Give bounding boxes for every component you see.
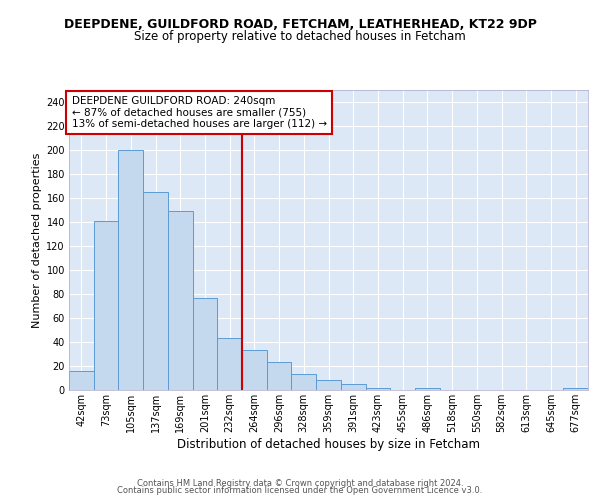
Bar <box>365 388 390 390</box>
Bar <box>415 388 440 390</box>
Bar <box>168 211 193 390</box>
Bar <box>267 362 292 390</box>
Bar <box>242 350 267 390</box>
Bar <box>563 388 588 390</box>
Bar <box>292 374 316 390</box>
Bar <box>316 380 341 390</box>
Text: DEEPDENE GUILDFORD ROAD: 240sqm
← 87% of detached houses are smaller (755)
13% o: DEEPDENE GUILDFORD ROAD: 240sqm ← 87% of… <box>71 96 327 129</box>
Text: Contains HM Land Registry data © Crown copyright and database right 2024.: Contains HM Land Registry data © Crown c… <box>137 478 463 488</box>
Bar <box>143 192 168 390</box>
Text: DEEPDENE, GUILDFORD ROAD, FETCHAM, LEATHERHEAD, KT22 9DP: DEEPDENE, GUILDFORD ROAD, FETCHAM, LEATH… <box>64 18 536 30</box>
Bar <box>118 150 143 390</box>
Bar <box>94 221 118 390</box>
Bar <box>69 371 94 390</box>
Text: Contains public sector information licensed under the Open Government Licence v3: Contains public sector information licen… <box>118 486 482 495</box>
Y-axis label: Number of detached properties: Number of detached properties <box>32 152 42 328</box>
Text: Size of property relative to detached houses in Fetcham: Size of property relative to detached ho… <box>134 30 466 43</box>
Bar <box>217 338 242 390</box>
Bar <box>341 384 365 390</box>
X-axis label: Distribution of detached houses by size in Fetcham: Distribution of detached houses by size … <box>177 438 480 450</box>
Bar <box>193 298 217 390</box>
